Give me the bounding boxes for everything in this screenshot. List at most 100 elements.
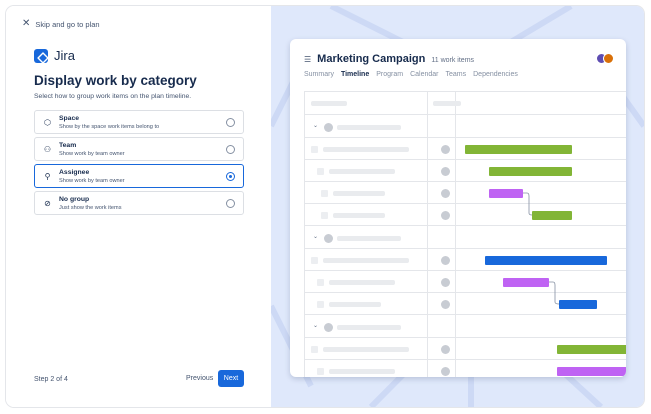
radio-button[interactable] — [226, 199, 235, 208]
avatar-placeholder — [324, 323, 333, 332]
previous-button[interactable]: Previous — [186, 375, 214, 382]
row-checkbox — [321, 190, 328, 197]
work-item-count: 11 work items — [431, 57, 475, 64]
option-title: Space — [59, 115, 80, 122]
assignee-avatar — [441, 189, 450, 198]
group-label-placeholder — [337, 236, 401, 241]
tab-program[interactable]: Program — [376, 71, 404, 78]
next-button[interactable]: Next — [218, 370, 244, 387]
skip-label: Skip and go to plan — [35, 19, 100, 29]
row-checkbox — [311, 257, 318, 264]
group-options: ⬡ Space Show by the space work items bel… — [34, 110, 244, 218]
chevron-down-icon[interactable]: ⌄ — [313, 323, 319, 329]
option-assignee[interactable]: ⚲ Assignee Show work by team owner — [34, 164, 244, 188]
row-checkbox — [317, 168, 324, 175]
plan-title: Marketing Campaign — [317, 53, 426, 65]
item-placeholder — [333, 191, 385, 196]
preview-panel: ☰ Marketing Campaign 11 work items Summa… — [271, 6, 644, 407]
chevron-down-icon[interactable]: ⌄ — [313, 123, 319, 129]
row-divider — [305, 225, 626, 226]
item-placeholder — [329, 169, 395, 174]
row-checkbox — [311, 146, 318, 153]
close-icon: ✕ — [22, 18, 31, 29]
person-icon: ⚲ — [44, 172, 51, 181]
assignee-avatar — [441, 145, 450, 154]
row-checkbox — [317, 301, 324, 308]
row-divider — [305, 359, 626, 360]
assignee-avatar — [441, 211, 450, 220]
brand-name: Jira — [54, 48, 75, 63]
group-label-placeholder — [337, 125, 401, 130]
setup-panel: ✕ Skip and go to plan Jira Display work … — [6, 6, 271, 407]
plan-header: ☰ Marketing Campaign 11 work items — [304, 53, 474, 65]
row-checkbox — [311, 346, 318, 353]
row-divider — [305, 137, 626, 138]
timeline-bar[interactable] — [465, 145, 572, 154]
radio-button[interactable] — [226, 118, 235, 127]
row-divider — [305, 270, 626, 271]
row-divider — [305, 181, 626, 182]
avatar-placeholder — [324, 123, 333, 132]
timeline-bar[interactable] — [489, 189, 523, 198]
no-group-icon: ⊘ — [44, 199, 51, 208]
tab-dependencies[interactable]: Dependencies — [473, 71, 518, 78]
option-team[interactable]: ⚇ Team Show work by team owner — [34, 137, 244, 161]
step-indicator: Step 2 of 4 — [34, 376, 68, 383]
timeline-bar[interactable] — [489, 167, 572, 176]
skip-link[interactable]: ✕ Skip and go to plan — [22, 19, 100, 29]
radio-button-selected[interactable] — [226, 172, 235, 181]
tab-timeline[interactable]: Timeline — [340, 71, 370, 78]
option-title: Assignee — [59, 169, 90, 176]
column-divider — [427, 92, 428, 377]
assignee-avatar — [441, 367, 450, 376]
timeline-bar[interactable] — [559, 300, 597, 309]
timeline-bar[interactable] — [557, 345, 626, 354]
row-divider — [305, 337, 626, 338]
group-label-placeholder — [337, 325, 401, 330]
row-divider — [305, 292, 626, 293]
item-placeholder — [329, 302, 381, 307]
avatar-placeholder — [324, 234, 333, 243]
timeline-bar[interactable] — [503, 278, 549, 287]
plan-icon: ☰ — [304, 55, 312, 64]
tab-teams[interactable]: Teams — [445, 71, 467, 78]
option-description: Show work by team owner — [59, 151, 125, 157]
row-divider — [305, 314, 626, 315]
item-placeholder — [323, 258, 409, 263]
row-divider — [305, 114, 626, 115]
column-divider — [455, 92, 456, 377]
row-divider — [305, 159, 626, 160]
timeline-bar[interactable] — [532, 211, 572, 220]
tab-calendar[interactable]: Calendar — [410, 71, 439, 78]
option-no-group[interactable]: ⊘ No group Just show the work items — [34, 191, 244, 215]
radio-button[interactable] — [226, 145, 235, 154]
header-placeholder — [311, 101, 347, 106]
dependency-lines — [523, 192, 560, 305]
timeline-bar[interactable] — [485, 256, 607, 265]
option-title: No group — [59, 196, 90, 203]
assignee-avatar — [441, 345, 450, 354]
avatar — [603, 53, 614, 64]
page-title: Display work by category — [34, 73, 197, 88]
assignee-avatar — [441, 278, 450, 287]
plan-tabs: Summary Timeline Program Calendar Teams … — [304, 71, 518, 78]
option-space[interactable]: ⬡ Space Show by the space work items bel… — [34, 110, 244, 134]
item-placeholder — [333, 213, 385, 218]
assignee-avatar — [441, 300, 450, 309]
row-divider — [305, 203, 626, 204]
assignee-avatar — [441, 256, 450, 265]
timeline-grid: ⌄ — [304, 91, 626, 377]
item-placeholder — [323, 347, 409, 352]
timeline-bar[interactable] — [557, 367, 626, 376]
tab-summary[interactable]: Summary — [304, 71, 334, 78]
chevron-down-icon[interactable]: ⌄ — [313, 234, 319, 240]
assignee-avatar — [441, 167, 450, 176]
space-icon: ⬡ — [44, 118, 51, 127]
header-placeholder — [433, 101, 461, 106]
row-divider — [305, 248, 626, 249]
option-description: Show by the space work items belong to — [59, 124, 160, 130]
team-icon: ⚇ — [43, 145, 52, 154]
item-placeholder — [323, 147, 409, 152]
row-checkbox — [321, 212, 328, 219]
page-subtitle: Select how to group work items on the pl… — [34, 93, 192, 100]
